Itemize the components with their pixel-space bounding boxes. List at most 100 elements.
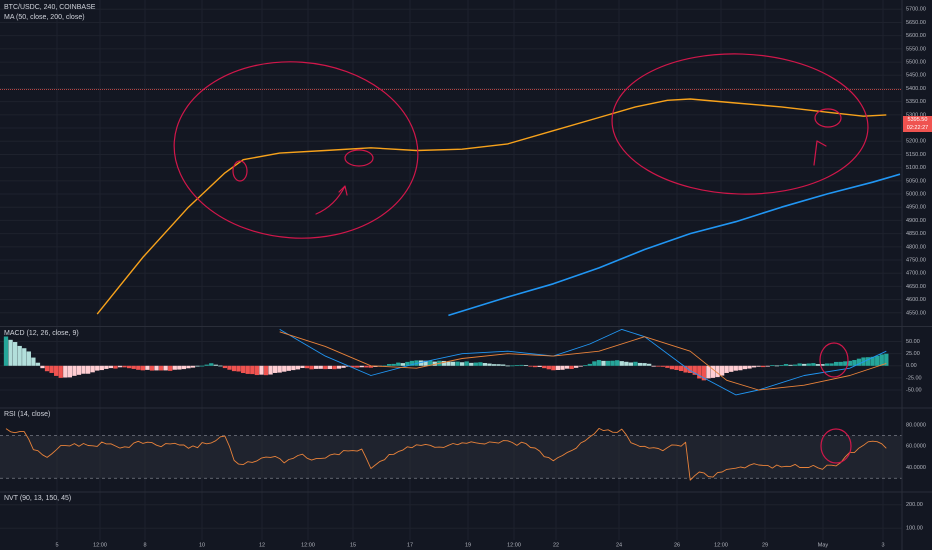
macd-histogram-bar[interactable] [236,365,241,372]
macd-histogram-bar[interactable] [108,365,114,369]
macd-histogram-bar[interactable] [81,365,86,374]
macd-histogram-bar[interactable] [788,364,793,366]
macd-histogram-bar[interactable] [113,365,118,369]
macd-histogram-bar[interactable] [660,365,665,367]
macd-histogram-bar[interactable] [765,365,770,367]
macd-histogram-bar[interactable] [22,348,27,366]
macd-histogram-bar[interactable] [295,365,301,370]
macd-histogram-bar[interactable] [418,360,424,366]
macd-histogram-bar[interactable] [122,365,127,368]
macd-histogram-bar[interactable] [364,365,369,368]
macd-histogram-bar[interactable] [241,365,246,374]
macd-histogram-bar[interactable] [49,365,54,373]
macd-histogram-bar[interactable] [396,362,401,366]
macd-histogram-bar[interactable] [838,361,843,366]
macd-histogram-bar[interactable] [865,357,871,366]
macd-histogram-bar[interactable] [168,365,173,371]
macd-histogram-bar[interactable] [218,365,223,367]
macd-histogram-bar[interactable] [637,362,643,366]
macd-histogram-bar[interactable] [715,365,720,378]
pane-dividers[interactable] [0,326,932,493]
macd-histogram-bar[interactable] [633,361,638,366]
macd-histogram-bar[interactable] [158,365,164,371]
macd-histogram-bar[interactable] [95,365,100,371]
macd-histogram-bar[interactable] [90,365,95,373]
macd-histogram-bar[interactable] [578,365,583,367]
macd-histogram-bar[interactable] [350,365,355,368]
macd-pane[interactable] [3,328,889,396]
macd-histogram-bar[interactable] [40,365,45,369]
macd-histogram-bar[interactable] [181,365,187,370]
macd-histogram-bar[interactable] [829,363,834,366]
macd-histogram-bar[interactable] [491,364,497,366]
macd-histogram-bar[interactable] [856,358,862,366]
macd-histogram-bar[interactable] [58,365,63,378]
macd-histogram-bar[interactable] [706,365,711,379]
macd-histogram-bar[interactable] [724,365,729,373]
macd-histogram-bar[interactable] [327,365,333,369]
macd-histogram-bar[interactable] [806,363,811,366]
macd-histogram-bar[interactable] [117,365,123,368]
macd-histogram-bar[interactable] [587,363,592,366]
macd-histogram-bar[interactable] [464,361,469,366]
macd-histogram-bar[interactable] [286,365,291,371]
macd-histogram-bar[interactable] [213,364,218,366]
rsi-pane[interactable] [0,427,902,481]
macd-histogram-bar[interactable] [546,365,551,370]
macd-histogram-bar[interactable] [359,365,364,368]
macd-histogram-bar[interactable] [688,365,693,373]
macd-histogram-bar[interactable] [824,363,830,366]
macd-histogram-bar[interactable] [669,365,675,370]
macd-histogram-bar[interactable] [300,365,305,369]
macd-histogram-bar[interactable] [85,365,91,374]
macd-histogram-bar[interactable] [441,360,447,366]
macd-histogram-bar[interactable] [145,365,150,370]
macd-histogram-bar[interactable] [423,360,428,366]
macd-histogram-bar[interactable] [314,365,319,369]
macd-histogram-bar[interactable] [291,365,296,371]
macd-histogram-bar[interactable] [779,365,784,366]
macd-histogram-bar[interactable] [482,363,488,366]
macd-histogram-bar[interactable] [190,365,196,368]
macd-histogram-bar[interactable] [186,365,191,369]
macd-histogram-bar[interactable] [336,365,342,369]
macd-histogram-bar[interactable] [446,361,451,366]
macd-histogram-bar[interactable] [651,365,656,367]
macd-histogram-bar[interactable] [751,365,757,368]
macd-histogram-bar[interactable] [802,363,807,366]
macd-histogram-bar[interactable] [656,365,661,367]
macd-histogram-bar[interactable] [172,365,177,370]
macd-histogram-bar[interactable] [231,365,237,372]
macd-histogram-bar[interactable] [17,345,22,366]
macd-histogram-bar[interactable] [564,365,570,369]
macd-histogram-bar[interactable] [382,365,387,367]
macd-histogram-bar[interactable] [678,365,684,372]
macd-histogram-bar[interactable] [884,353,889,366]
macd-histogram-bar[interactable] [99,365,104,371]
macd-histogram-bar[interactable] [770,365,775,366]
macd-histogram-bar[interactable] [195,365,200,367]
macd-histogram-bar[interactable] [719,365,725,376]
macd-histogram-bar[interactable] [63,365,68,378]
macd-histogram-bar[interactable] [245,365,250,374]
macd-histogram-bar[interactable] [852,360,857,366]
macd-histogram-bar[interactable] [619,361,624,366]
macd-histogram-bar[interactable] [665,365,670,368]
macd-histogram-bar[interactable] [432,361,437,366]
macd-histogram-bar[interactable] [601,360,606,366]
time-axis[interactable]: 5 12:00 8 10 12 12:00 15 17 19 12:00 22 24 26 12:00 29… [55,542,884,548]
macd-histogram-bar[interactable] [742,365,748,370]
macd-histogram-bar[interactable] [400,363,405,366]
macd-histogram-bar[interactable] [811,363,816,366]
macd-histogram-bar[interactable] [792,364,798,366]
macd-histogram-bar[interactable] [163,365,168,371]
macd-histogram-bar[interactable] [368,365,374,368]
price-axis[interactable]: 4550.00 4600.00 4650.00 4700.00 4750.00 4800.… [901,0,926,550]
macd-histogram-bar[interactable] [542,365,547,369]
macd-histogram-bar[interactable] [847,360,852,366]
macd-histogram-bar[interactable] [692,365,697,375]
macd-histogram-bar[interactable] [199,365,205,367]
macd-histogram-bar[interactable] [3,336,9,366]
macd-histogram-bar[interactable] [537,365,542,367]
